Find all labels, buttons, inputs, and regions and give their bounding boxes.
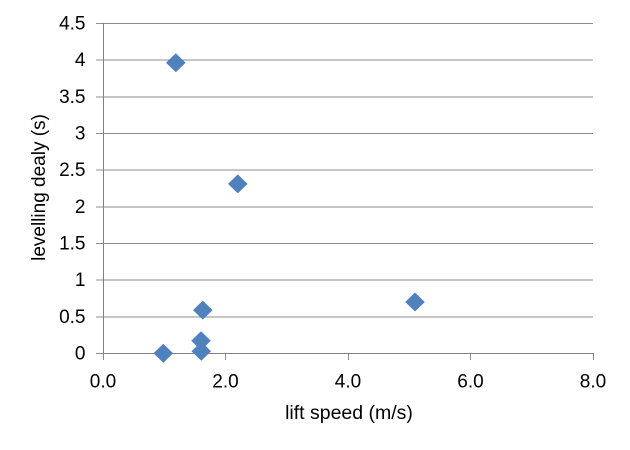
svg-text:8.0: 8.0 xyxy=(580,372,606,393)
svg-text:4.0: 4.0 xyxy=(335,372,361,393)
svg-text:0: 0 xyxy=(75,344,86,365)
svg-text:2: 2 xyxy=(75,197,86,218)
svg-text:4: 4 xyxy=(75,50,86,71)
svg-text:2.5: 2.5 xyxy=(59,160,85,181)
svg-text:1: 1 xyxy=(75,270,86,291)
svg-text:2.0: 2.0 xyxy=(212,372,238,393)
svg-text:0.0: 0.0 xyxy=(90,372,116,393)
svg-text:0.5: 0.5 xyxy=(59,307,85,328)
svg-text:6.0: 6.0 xyxy=(457,372,483,393)
svg-text:levelling dealy (s): levelling dealy (s) xyxy=(29,114,50,261)
svg-text:1.5: 1.5 xyxy=(59,234,85,255)
svg-text:4.5: 4.5 xyxy=(59,14,85,35)
svg-text:3.5: 3.5 xyxy=(59,87,85,108)
svg-text:lift speed (m/s): lift speed (m/s) xyxy=(285,402,413,424)
svg-text:3: 3 xyxy=(75,124,86,145)
